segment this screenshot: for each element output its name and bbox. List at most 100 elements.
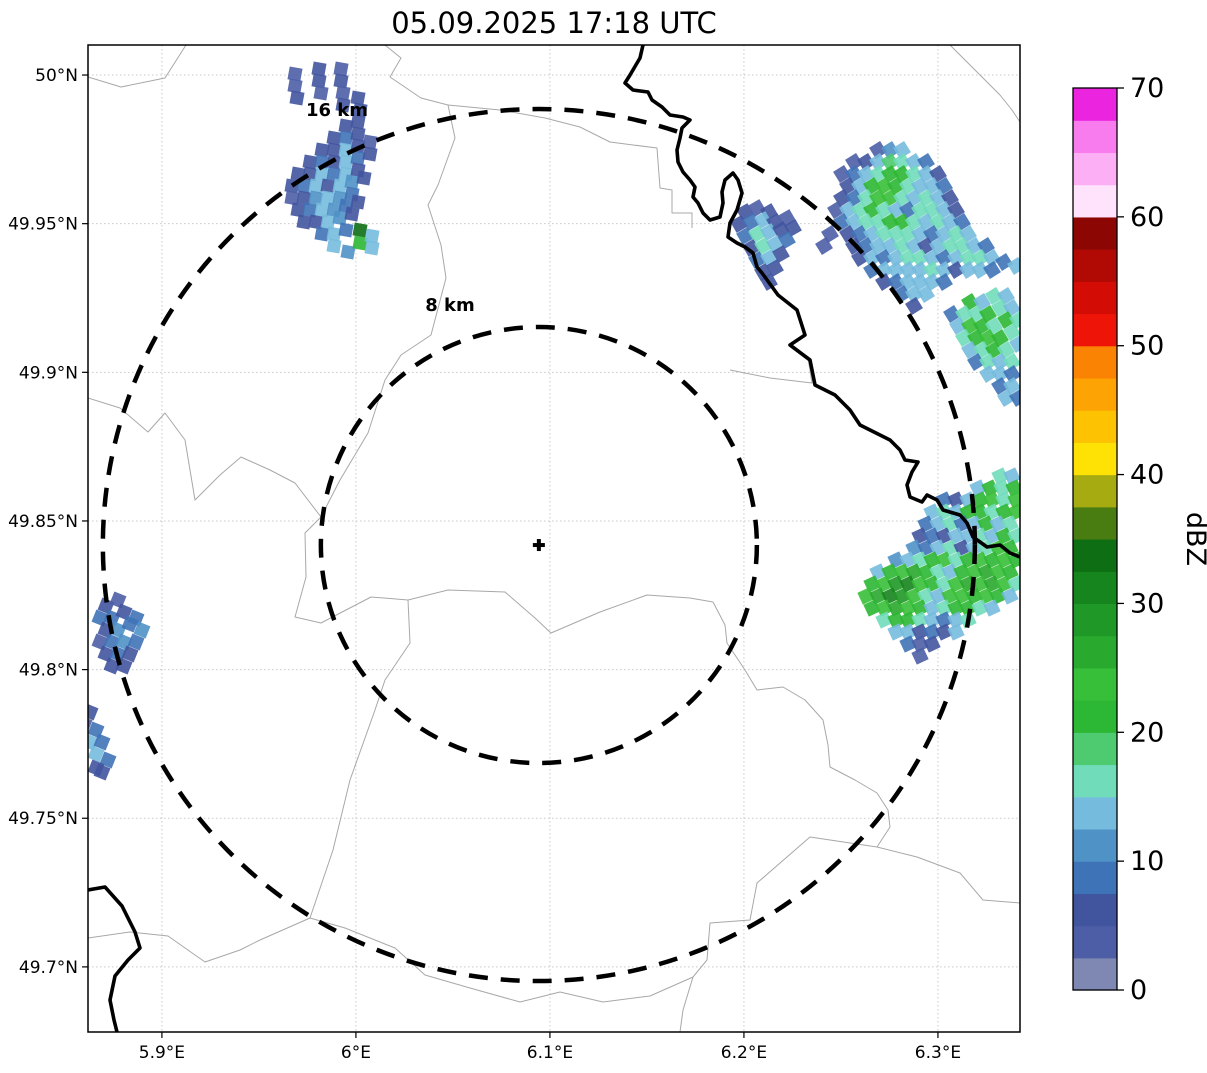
radar-cell [133,621,151,639]
colorbar-segment [1073,957,1117,991]
radar-cell [911,647,929,665]
radar-cell [352,222,368,238]
radar-cell [869,153,887,171]
radar-cell [302,154,318,170]
radar-cell [923,623,941,641]
admin-boundary [88,397,322,518]
radar-cell [287,78,303,94]
radar-cell [911,261,929,279]
radar-cell [983,599,1001,617]
radar-cell [91,633,109,651]
colorbar-tick-label: 70 [1130,73,1164,104]
radar-cell [1007,257,1020,275]
colorbar-segment [1073,506,1117,540]
radar-cell [949,317,967,335]
radar-cell [289,90,305,106]
radar-cell [899,261,917,279]
radar-cell [947,611,965,629]
radar-cell [296,190,312,206]
radar-cell [320,190,336,206]
colorbar-segment [1073,249,1117,282]
radar-cell [991,299,1009,317]
radar-cell [350,194,366,210]
radar-cell [991,353,1009,371]
colorbar-segment [1073,539,1117,572]
radar-cell [899,249,917,267]
radar-cell [335,85,351,101]
radar-cell [935,623,953,641]
radar-cell [302,202,318,218]
colorbar-segment [1073,313,1117,347]
radar-cell [308,214,324,230]
radar-cell [356,170,372,186]
colorbar-segment [1073,700,1117,733]
radar-cell [983,261,1001,279]
radar-cell [109,621,127,639]
colorbar-segment [1073,828,1117,862]
radar-cell [766,259,784,277]
radar-cell [833,165,851,183]
radar-cell [313,85,329,101]
radar-cell [115,633,133,651]
admin-boundary [729,357,813,384]
radar-cell [364,240,380,256]
colorbar-segment [1073,281,1117,315]
radar-cell [350,150,366,166]
radar-cell [314,142,330,158]
colorbar-segment [1073,603,1117,637]
radar-cell [979,365,997,383]
colorbar-segment [1073,410,1117,443]
radar-cell [971,491,989,509]
radar-cell [863,249,881,267]
radar-cell [320,178,336,194]
radar-cell [338,130,354,146]
radar-cell [863,599,881,617]
radar-cell [338,118,354,134]
radar-cell [947,599,965,617]
colorbar-segment [1073,152,1117,186]
radar-cell [959,249,977,267]
radar-cell [845,153,863,171]
radar-cell [971,261,989,279]
range-ring-label-8km: 8 km [425,295,475,316]
colorbar-segment [1073,184,1117,218]
country-border-lines [88,45,1020,1032]
radar-cell [1009,335,1020,353]
radar-cell [943,305,961,323]
colorbar-segment [1073,88,1117,121]
y-tick-label: 49.75°N [8,809,78,829]
radar-cell [332,178,348,194]
radar-cell [893,153,911,171]
radar-cell [121,645,139,663]
radar-cell [875,273,893,291]
radar-cell [911,635,929,653]
radar-cell [772,245,790,263]
colorbar-segment [1073,120,1117,154]
radar-cell [905,153,923,171]
colorbar-tick-label: 0 [1130,975,1147,1006]
colorbar-segment [1073,571,1117,605]
y-tick-label: 49.95°N [8,215,78,235]
radar-cell [350,114,366,130]
radar-cell [778,231,796,249]
colorbar-segment [1073,635,1117,669]
radar-cell [875,611,893,629]
radar-cell [983,249,1001,267]
radar-cell [935,261,953,279]
radar-cell [875,249,893,267]
radar-cell [88,759,105,777]
x-tick-label: 5.9°E [139,1043,185,1063]
x-tick-label: 6.1°E [527,1043,573,1063]
radar-cell [923,611,941,629]
radar-cell [284,190,300,206]
radar-cell [997,311,1015,329]
radar-cell [91,609,109,627]
colorbar-segment [1073,893,1117,927]
radar-cell [887,599,905,617]
radar-cell [362,146,378,162]
admin-boundary [447,104,693,228]
radar-cell [320,214,336,230]
colorbar-segment [1073,377,1117,411]
